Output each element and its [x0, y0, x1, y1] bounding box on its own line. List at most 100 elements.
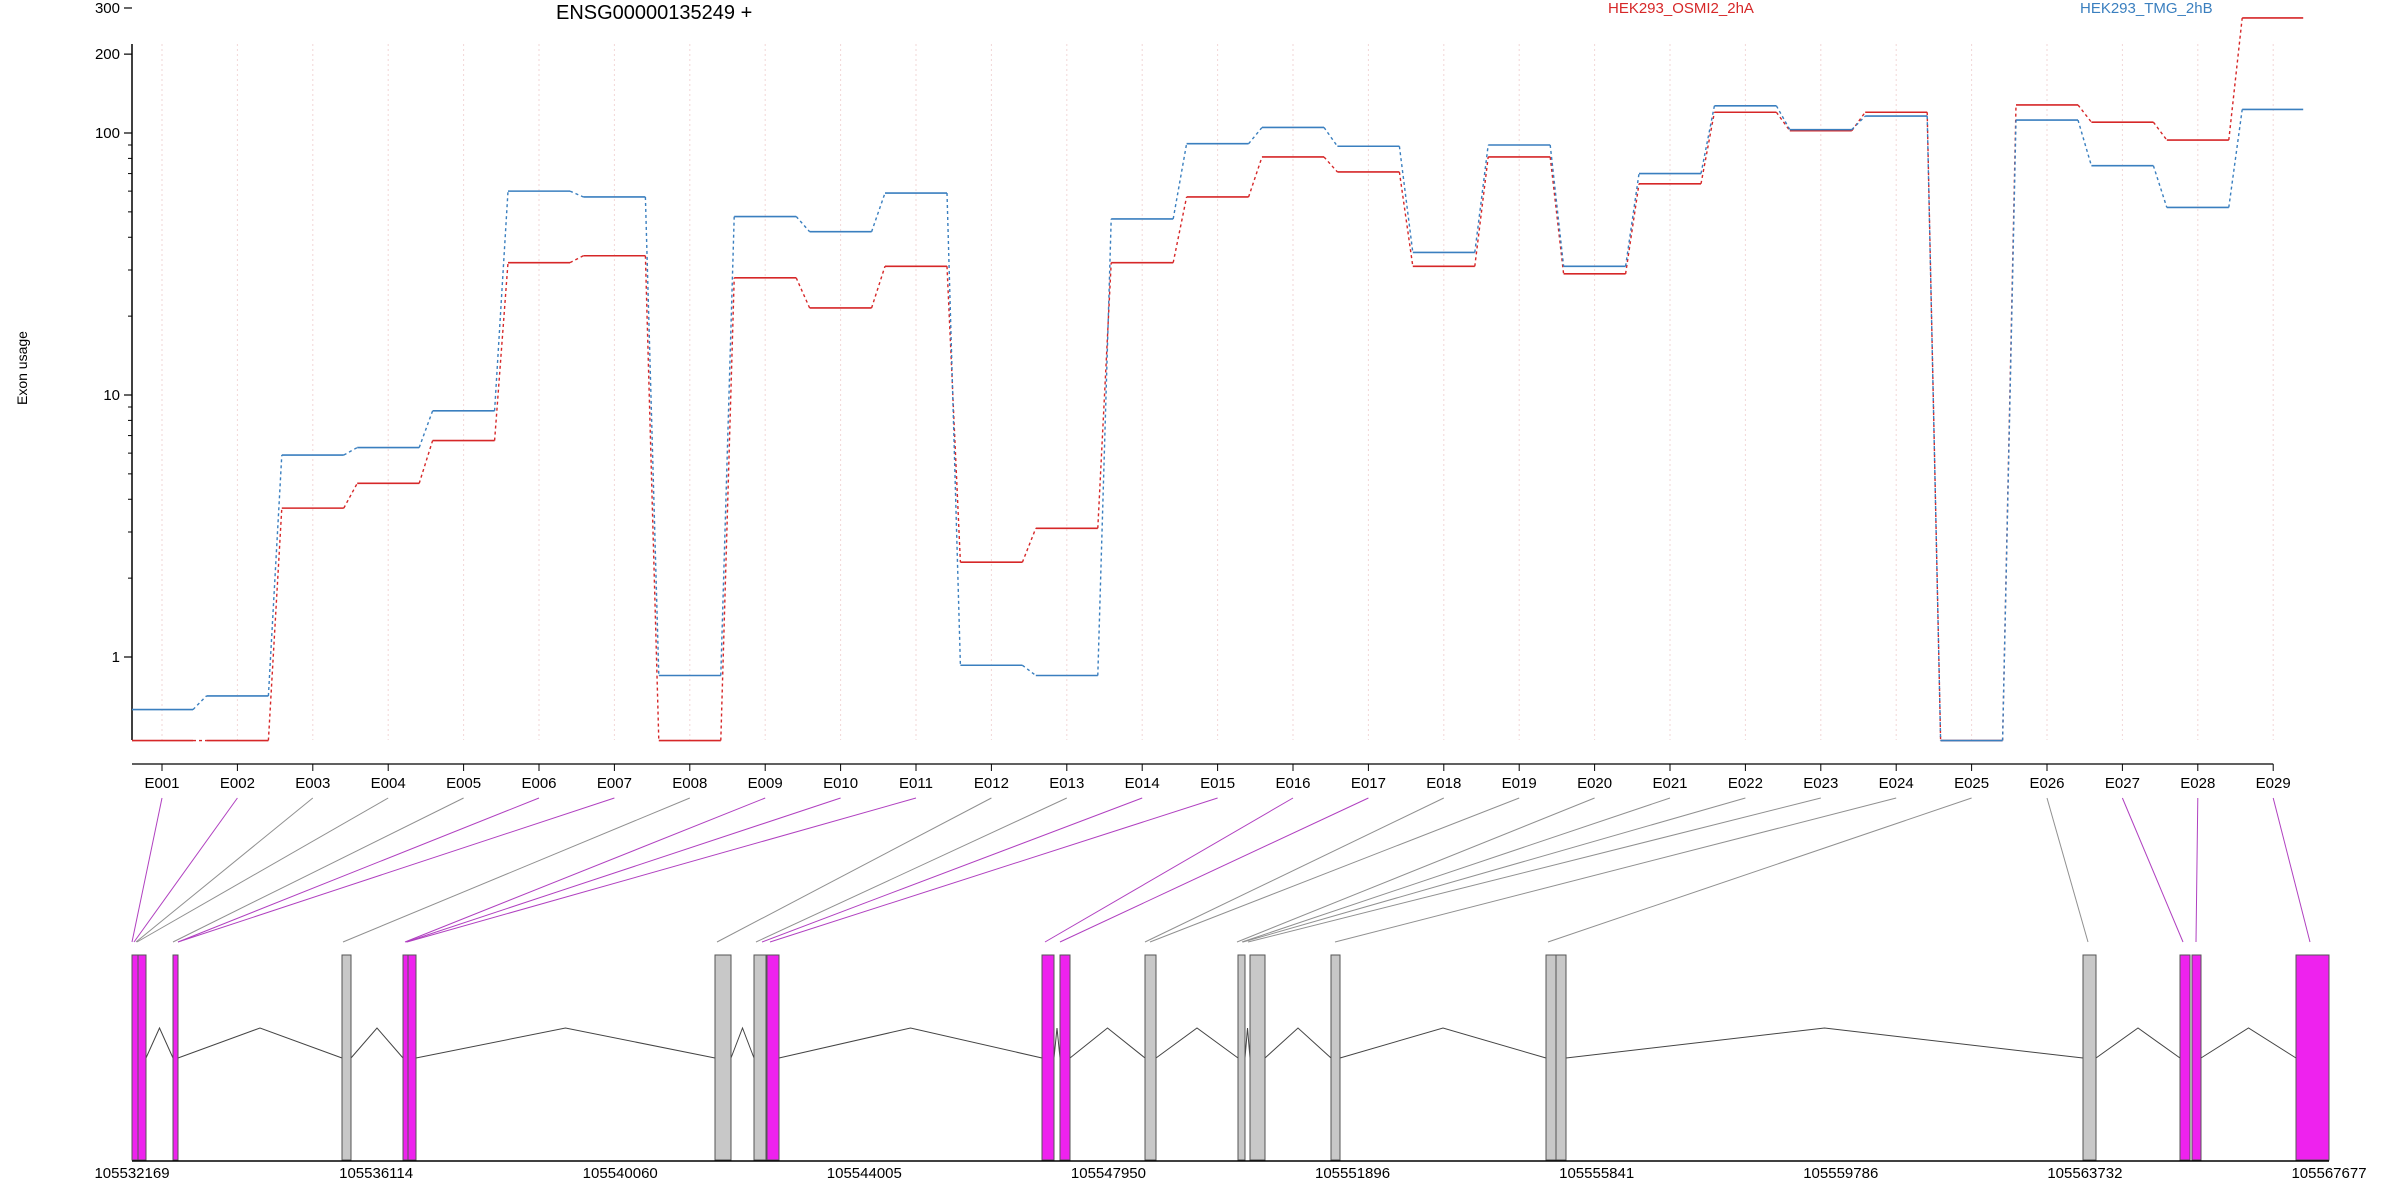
series-connector [720, 216, 735, 676]
series-connector [418, 440, 434, 484]
intron-line [1155, 1027, 1239, 1059]
x-axis-ticks: E001 E002 E003 E004 E005 E006 E007 E008 E009 E010… [132, 763, 2291, 792]
x-tick-label: E004 [371, 775, 406, 792]
exon-box [2082, 954, 2097, 1161]
x-tick-label: E029 [2256, 775, 2291, 792]
series-connector [1700, 105, 1716, 174]
intron-line [415, 1027, 716, 1059]
exon-connector [2272, 797, 2311, 943]
series-connector [870, 192, 886, 232]
x-tick-label: E001 [144, 775, 179, 792]
series-connector [1775, 105, 1791, 130]
exon-connector [2046, 797, 2089, 943]
series-connector [946, 193, 962, 666]
exon-box [402, 954, 409, 1161]
series-connector [946, 266, 962, 563]
x-tick-label: E023 [1803, 775, 1838, 792]
x-tick-label: E007 [597, 775, 632, 792]
series-connector [1247, 156, 1263, 198]
exon-box [1237, 954, 1246, 1161]
x-tick-label: E008 [672, 775, 707, 792]
x-tick-label: E022 [1728, 775, 1763, 792]
x-tick-label: E014 [1125, 775, 1160, 792]
series-connector [644, 196, 660, 676]
exon-box [407, 954, 417, 1161]
x-tick-label: E010 [823, 775, 858, 792]
series-connector [267, 508, 283, 741]
series-connector [1021, 664, 1037, 677]
x-tick-label: E026 [2029, 775, 2064, 792]
intron-line [177, 1027, 343, 1059]
series-connector [267, 454, 283, 697]
x-tick-label: E009 [748, 775, 783, 792]
exon-connector [404, 797, 766, 943]
x-tick-label: E016 [1275, 775, 1310, 792]
exon-box [341, 954, 352, 1161]
series-connector [795, 277, 811, 309]
series-lines [132, 17, 2304, 742]
axes: 1 10 100 200 300 [95, 0, 133, 740]
exon-box [1041, 954, 1055, 1161]
intron-line [1244, 1027, 1251, 1059]
series-connector [1248, 127, 1263, 145]
exon-box [2295, 954, 2330, 1161]
y-tick-label: 200 [95, 46, 120, 63]
coordinate-tick-label: 105532169 [94, 1165, 169, 1182]
series-connector [1398, 171, 1414, 267]
coordinate-tick-label: 105540060 [583, 1165, 658, 1182]
coordinate-tick-label: 105559786 [1803, 1165, 1878, 1182]
series-connector [1926, 112, 1942, 741]
exon-connector [1334, 797, 1897, 943]
exon-box [766, 954, 780, 1161]
exon-connector [761, 797, 1143, 943]
exon-box [2179, 954, 2191, 1161]
series-connector [1097, 218, 1112, 676]
exon-box [131, 954, 139, 1161]
series-connector [569, 190, 584, 198]
series-connector [2077, 104, 2092, 123]
coordinate-tick-label: 105555841 [1559, 1165, 1634, 1182]
exon-connector [1236, 797, 1595, 943]
x-tick-label: E002 [220, 775, 255, 792]
y-tick-label: 10 [103, 387, 120, 404]
series-connector [2077, 119, 2093, 166]
series-connector [1474, 144, 1489, 253]
legend-series-a: HEK293_OSMI2_2hA [1608, 0, 1754, 17]
series-connector [870, 266, 886, 309]
series-connector [569, 255, 584, 264]
series-connector [1172, 143, 1188, 220]
series-connector [1700, 112, 1716, 184]
exon-connector [1059, 797, 1369, 943]
exon-connectors [131, 797, 2311, 943]
intron-line [778, 1027, 1043, 1059]
gene-model [131, 954, 2330, 1161]
exon-connector [2121, 797, 2184, 943]
exon-connector [406, 797, 917, 943]
series-connector [2228, 109, 2243, 208]
series-connector [1172, 196, 1188, 263]
exon-box [1330, 954, 1341, 1161]
exon-connector [177, 797, 615, 943]
exon-box [2191, 954, 2202, 1161]
series-connector [493, 191, 509, 411]
series-connector [1775, 111, 1791, 132]
series-connector [343, 483, 358, 509]
legend-series-b: HEK293_TMG_2hB [2080, 0, 2213, 17]
x-tick-label: E015 [1200, 775, 1235, 792]
intron-line [1565, 1027, 2084, 1059]
exon-box [1144, 954, 1157, 1161]
exon-connector [716, 797, 992, 943]
series-connector [1474, 156, 1489, 267]
x-tick-label: E012 [974, 775, 1009, 792]
exon-connector [755, 797, 1068, 943]
x-tick-label: E011 [899, 775, 933, 792]
exon-connector [1044, 797, 1294, 943]
exon-box [137, 954, 147, 1161]
intron-line [2200, 1027, 2297, 1059]
exon-box [1059, 954, 1071, 1161]
y-tick-label: 100 [95, 125, 120, 142]
exon-connector [1241, 797, 1671, 943]
exon-box [1545, 954, 1557, 1161]
intron-line [730, 1026, 755, 1059]
